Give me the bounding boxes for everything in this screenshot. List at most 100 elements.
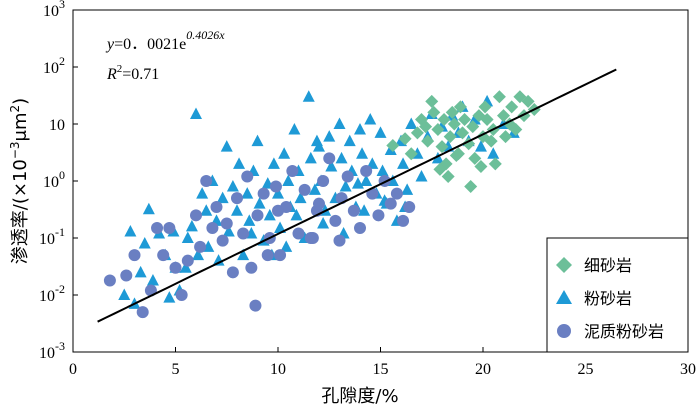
data-point-diamond (443, 130, 457, 144)
data-point-triangle (308, 183, 321, 195)
data-point-circle (251, 209, 264, 222)
data-point-triangle (325, 159, 338, 172)
data-point-circle (190, 209, 202, 222)
data-point-circle (286, 164, 299, 177)
data-point-circle (226, 266, 239, 279)
data-point-circle (372, 209, 385, 222)
data-point-diamond (474, 159, 488, 173)
data-point-circle (317, 175, 330, 187)
y-tick-label: 10-3 (39, 339, 65, 362)
x-tick-label: 15 (373, 361, 389, 378)
data-point-triangle (343, 134, 356, 147)
legend-marker-siltstone (556, 290, 572, 304)
y-tick-label: 10 (49, 117, 65, 134)
y-tick-label: 100 (43, 168, 65, 191)
data-point-diamond (492, 90, 506, 104)
data-point-circle (216, 234, 229, 247)
data-point-triangle (401, 183, 414, 195)
data-point-diamond (435, 140, 449, 154)
data-point-diamond (464, 180, 478, 194)
data-point-circle (245, 261, 258, 274)
data-point-triangle (310, 134, 323, 147)
data-point-triangle (323, 130, 336, 142)
data-point-circle (237, 227, 250, 240)
x-tick-label: 20 (475, 361, 491, 378)
data-point-diamond (433, 162, 447, 176)
data-point-triangle (138, 237, 151, 249)
x-axis-ticks: 0 5 10 15 20 25 30 (69, 347, 696, 378)
legend-label-siltstone: 粉砂岩 (584, 289, 632, 308)
data-point-triangle (267, 157, 280, 169)
data-point-triangle (118, 288, 131, 300)
data-point-triangle (302, 90, 315, 102)
data-point-triangle (280, 240, 293, 252)
x-tick-label: 0 (69, 361, 77, 378)
legend: 细砂岩 粉砂岩 泥质粉砂岩 (546, 237, 689, 353)
y-tick-label: 103 (43, 0, 65, 20)
data-point-diamond (437, 112, 451, 126)
data-point-diamond (386, 138, 400, 152)
data-point-diamond (499, 130, 513, 144)
data-point-triangle (339, 180, 352, 192)
data-point-triangle (253, 197, 266, 209)
data-point-circle (384, 197, 397, 210)
data-point-triangle (192, 248, 205, 261)
data-point-circle (249, 299, 262, 312)
data-point-triangle (216, 191, 229, 204)
data-point-triangle (335, 151, 348, 164)
data-point-triangle (278, 147, 291, 159)
data-point-triangle (212, 254, 225, 266)
data-point-triangle (376, 164, 389, 176)
data-point-triangle (351, 177, 364, 189)
data-point-circle (347, 204, 360, 217)
data-point-triangle (146, 273, 159, 286)
y-tick-label: 10-1 (39, 225, 65, 248)
data-point-circle (151, 221, 164, 234)
data-point-triangle (431, 151, 444, 164)
x-tick-label: 10 (270, 361, 286, 378)
data-point-triangle (185, 219, 198, 232)
data-point-triangle (474, 140, 487, 152)
equation-label: y=0．0021e0.4026x (105, 28, 225, 53)
data-point-circle (128, 249, 141, 262)
data-point-triangle (263, 208, 276, 221)
data-point-diamond (456, 126, 469, 140)
data-point-circle (390, 187, 403, 200)
data-point-triangle (134, 265, 147, 278)
data-point-triangle (241, 187, 254, 199)
data-point-diamond (425, 94, 439, 108)
data-point-diamond (505, 100, 519, 114)
data-point-diamond (410, 126, 424, 140)
data-point-triangle (397, 157, 410, 169)
data-point-triangle (304, 151, 317, 164)
data-point-circle (354, 221, 366, 234)
data-point-triangle (220, 140, 233, 152)
legend-marker-argillaceous-siltstone (557, 324, 571, 338)
data-point-triangle (196, 187, 209, 199)
data-point-triangle (405, 117, 418, 129)
data-point-circle (136, 306, 149, 319)
data-point-triangle (231, 204, 243, 216)
data-point-triangle (317, 216, 330, 229)
data-point-triangle (124, 225, 137, 237)
fit-line (97, 68, 617, 323)
data-point-circle (360, 164, 373, 177)
data-point-diamond (404, 147, 418, 161)
data-point-triangle (487, 147, 500, 159)
data-point-triangle (142, 202, 155, 215)
data-point-circle (329, 214, 342, 227)
data-point-triangle (163, 291, 176, 303)
data-point-triangle (354, 123, 366, 135)
y-axis-ticks: 10-3 10-2 10-1 100 10 102 103 (39, 0, 78, 362)
data-point-circle (220, 217, 233, 230)
data-point-circle (261, 249, 274, 262)
data-point-triangle (190, 107, 202, 119)
x-axis-title: 孔隙度/% (321, 386, 398, 407)
data-point-triangle (181, 231, 194, 243)
x-tick-label: 25 (578, 361, 594, 378)
data-point-diamond (497, 109, 510, 123)
data-point-diamond (441, 169, 455, 183)
data-point-diamond (466, 120, 480, 134)
data-point-circle (298, 183, 311, 196)
